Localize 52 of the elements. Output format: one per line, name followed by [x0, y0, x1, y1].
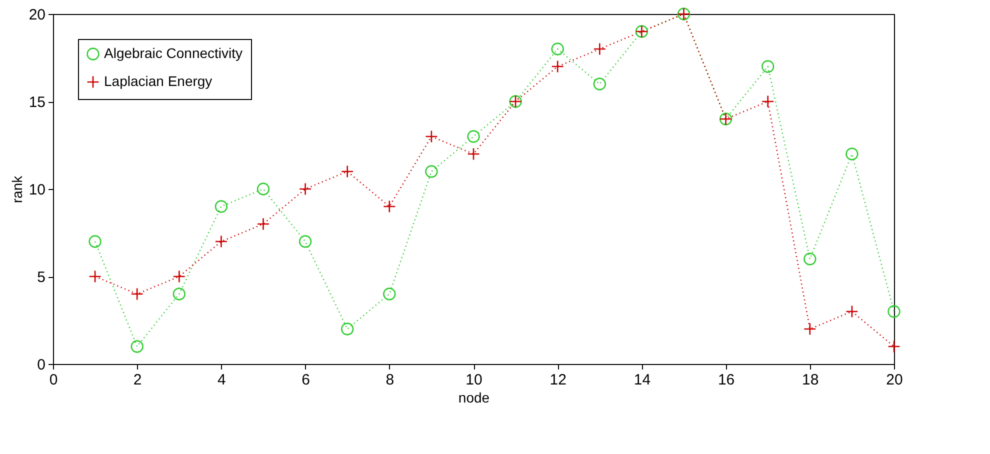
point	[214, 200, 228, 213]
point	[846, 305, 858, 318]
point	[298, 235, 312, 248]
point	[425, 165, 438, 178]
point	[846, 148, 858, 160]
y-tick-label: 0	[37, 356, 46, 374]
point	[298, 182, 312, 196]
point	[172, 270, 186, 283]
point	[762, 95, 774, 108]
point	[341, 322, 354, 336]
point	[888, 305, 900, 318]
x-tick-label: 12	[550, 372, 566, 388]
point	[341, 165, 354, 178]
point	[467, 130, 480, 143]
y-tick-label: 15	[28, 94, 46, 111]
legend-label: Laplacian Energy	[104, 73, 212, 89]
point	[88, 270, 102, 283]
x-tick-label: 4	[218, 372, 226, 388]
x-tick-label: 20	[886, 372, 903, 388]
point	[425, 130, 438, 143]
point	[130, 340, 144, 353]
point	[214, 235, 228, 248]
y-axis-title: rank	[8, 174, 25, 204]
x-tick-label: 8	[386, 372, 394, 388]
x-tick-label: 14	[634, 372, 651, 388]
x-tick-label: 16	[718, 372, 735, 388]
point	[804, 252, 816, 266]
point	[593, 42, 606, 56]
x-tick-label: 2	[133, 372, 142, 388]
point	[256, 218, 270, 230]
x-tick-label: 10	[466, 372, 482, 388]
y-tick-label: 10	[28, 182, 46, 198]
point	[551, 42, 564, 56]
y-tick-label: 20	[28, 6, 46, 24]
point	[172, 288, 186, 300]
point	[593, 78, 606, 90]
point	[804, 322, 816, 336]
point	[383, 288, 396, 300]
point	[256, 182, 270, 196]
point	[383, 200, 396, 213]
y-tick-label: 5	[37, 269, 46, 286]
point	[467, 148, 480, 160]
legend-label: Algebraic Connectivity	[104, 45, 243, 61]
point	[762, 60, 774, 73]
point	[551, 60, 564, 73]
x-tick-label: 18	[802, 372, 819, 388]
x-tick-label: 6	[302, 372, 310, 388]
x-axis-title: node	[458, 390, 490, 406]
x-tick-label: 0	[49, 372, 58, 388]
point	[88, 235, 102, 248]
point	[130, 288, 144, 300]
point	[888, 340, 900, 353]
